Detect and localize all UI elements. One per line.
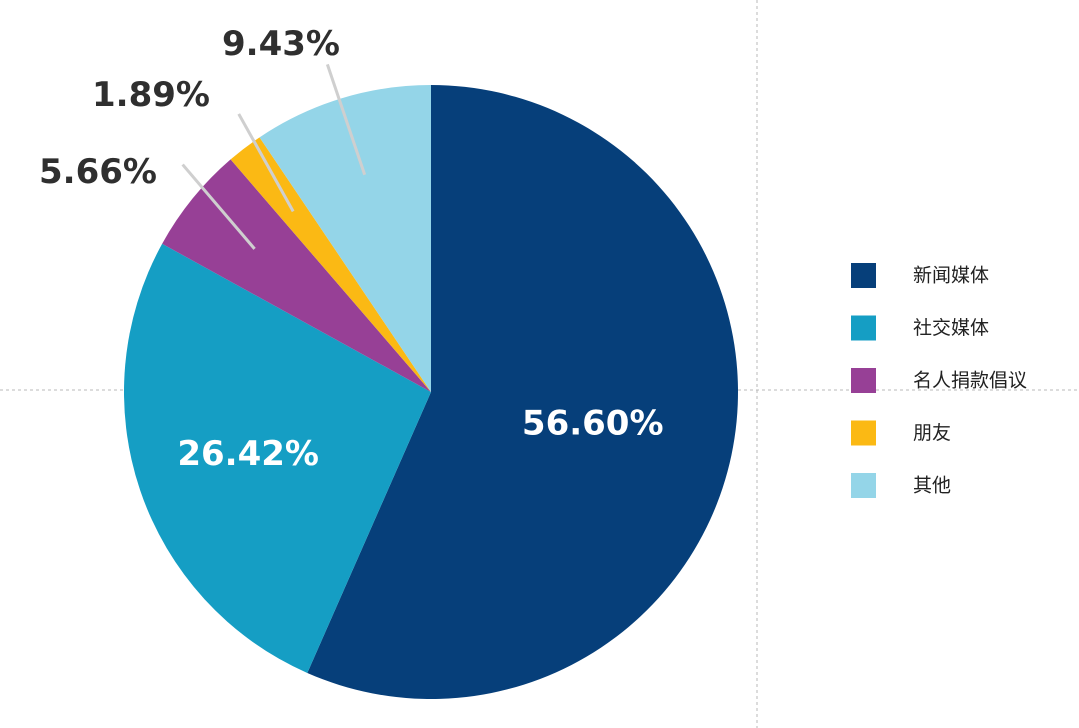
pie-slices: [123, 85, 739, 700]
pie-slice-5: [259, 85, 431, 392]
slice-label-3: 5.66%: [39, 152, 157, 192]
pie-slice-2: [123, 243, 432, 673]
leader-line-4: [237, 113, 295, 213]
legend-label-5: 其他: [913, 475, 951, 497]
legend-label-2: 社交媒体: [913, 317, 989, 339]
legend-swatch-3: [851, 368, 876, 393]
legend-swatch-2: [851, 315, 876, 341]
slice-label-5: 9.43%: [222, 24, 340, 64]
slice-label-1: 56.60%: [522, 403, 664, 443]
pie-slice-4: [230, 137, 431, 392]
legend-swatch-1: [851, 263, 876, 288]
slice-label-4: 1.89%: [92, 75, 210, 115]
legend-label-4: 朋友: [913, 422, 951, 444]
leader-lines: [181, 63, 367, 250]
legend-label-3: 名人捐款倡议: [913, 370, 1027, 392]
leader-line-3: [181, 163, 256, 250]
leader-line-5: [325, 63, 367, 176]
data-labels: 56.60% 26.42% 5.66% 1.89% 9.43%: [39, 24, 664, 474]
legend-swatch-4: [851, 420, 876, 446]
legend-label-1: 新闻媒体: [913, 265, 989, 287]
pie-slice-1: [307, 85, 739, 700]
legend-swatch-5: [851, 473, 876, 498]
slice-label-2: 26.42%: [177, 434, 319, 474]
